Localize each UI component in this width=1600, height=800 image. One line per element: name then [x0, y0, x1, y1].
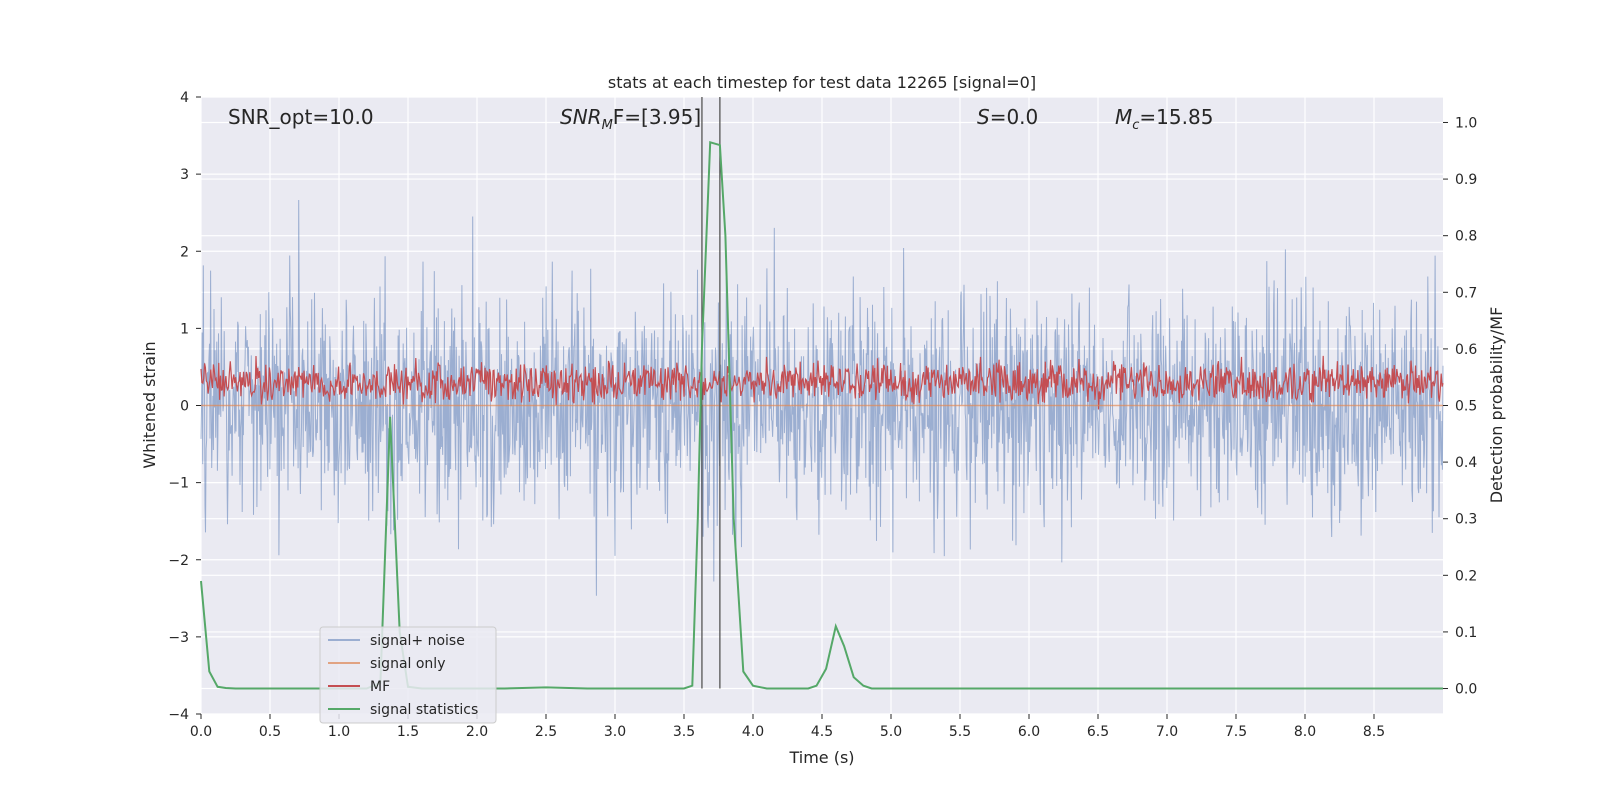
y-right-tick-label: 0.8: [1455, 229, 1477, 245]
y-left-tick-label: 3: [180, 167, 189, 183]
series-signal-noise: [200, 199, 1444, 596]
annotation-s: S=0.0: [977, 105, 1038, 129]
legend-label-signal-only: signal only: [370, 656, 445, 672]
legend-box: [319, 626, 497, 724]
y-right-tick-label: 0.1: [1455, 625, 1477, 641]
x-tick-label: 2.5: [535, 724, 557, 740]
x-axis-label: Time (s): [788, 748, 854, 767]
annotation-mc-sub: c: [1132, 118, 1139, 133]
annotation-s-value: =0.0: [990, 105, 1039, 129]
x-tick-label: 8.0: [1294, 724, 1316, 740]
x-tick-label: 5.5: [949, 724, 971, 740]
annotation-snr-mf-sub: M: [602, 118, 613, 133]
x-tick-label: 7.5: [1225, 724, 1247, 740]
signal-noise-line: [200, 199, 1444, 596]
x-tick-label: 4.0: [742, 724, 764, 740]
legend-label-mf: MF: [370, 679, 390, 695]
annotation-s-label: S: [977, 105, 990, 129]
x-tick-label: 1.0: [328, 724, 350, 740]
x-tick-label: 2.0: [466, 724, 488, 740]
y-left-axis-label: Whitened strain: [140, 341, 159, 468]
y-right-axis-label: Detection probability/MF: [1487, 307, 1506, 504]
annotation-snr-mf: SNRMF=[3.95]: [560, 105, 701, 133]
y-left-axis-ticks: −4 −3 −2 −1 0 1 2 3 4: [168, 90, 201, 723]
mf-line: [200, 355, 1444, 410]
x-tick-label: 4.5: [811, 724, 833, 740]
x-tick-label: 1.5: [397, 724, 419, 740]
annotation-snr-mf-base: SNR: [560, 105, 602, 129]
x-tick-label: 6.0: [1018, 724, 1040, 740]
annotation-snr-mf-rest: F=[3.95]: [613, 105, 701, 129]
x-tick-label: 0.0: [190, 724, 212, 740]
y-right-tick-label: 0.2: [1455, 568, 1477, 584]
y-right-tick-label: 1.0: [1455, 115, 1477, 131]
y-left-tick-label: −2: [168, 553, 189, 569]
y-right-tick-label: 0.5: [1455, 399, 1477, 415]
y-left-tick-label: 4: [180, 90, 189, 106]
x-tick-label: 3.5: [673, 724, 695, 740]
x-tick-label: 0.5: [259, 724, 281, 740]
x-axis-ticks: 0.0 0.5 1.0 1.5 2.0 2.5 3.0 3.5 4.0 4.5 5.0 5.5 6.0 6…: [190, 714, 1385, 740]
annotation-snr-opt: SNR_opt=10.0: [228, 105, 374, 129]
y-right-tick-label: 0.3: [1455, 512, 1477, 528]
x-tick-label: 8.5: [1363, 724, 1385, 740]
legend: signal+ noise signal only MF signal stat…: [319, 626, 497, 724]
y-left-tick-label: 1: [180, 321, 189, 337]
vertical-markers: [701, 97, 721, 689]
x-tick-label: 6.5: [1087, 724, 1109, 740]
y-right-axis-ticks: 0.0 0.1 0.2 0.3 0.4 0.5 0.6 0.7 0.8 0.9 1.0: [1443, 115, 1477, 698]
y-right-tick-label: 0.4: [1455, 455, 1477, 471]
x-tick-label: 3.0: [604, 724, 626, 740]
y-left-tick-label: −3: [168, 630, 189, 646]
legend-label-signal-noise: signal+ noise: [370, 633, 465, 649]
y-left-tick-label: 0: [180, 399, 189, 415]
annotation-mc-base: M: [1115, 105, 1132, 129]
x-tick-label: 5.0: [880, 724, 902, 740]
x-tick-label: 7.0: [1156, 724, 1178, 740]
annotation-mc: Mc=15.85: [1115, 105, 1213, 133]
y-left-tick-label: −1: [168, 476, 189, 492]
y-left-tick-label: 2: [180, 244, 189, 260]
y-right-tick-label: 0.7: [1455, 285, 1477, 301]
y-right-tick-label: 0.9: [1455, 172, 1477, 188]
legend-label-signal-statistics: signal statistics: [370, 702, 478, 718]
y-right-tick-label: 0.0: [1455, 682, 1477, 698]
annotation-mc-value: =15.85: [1139, 105, 1213, 129]
y-right-tick-label: 0.6: [1455, 342, 1477, 358]
series-mf: [200, 355, 1444, 410]
chart-title: stats at each timestep for test data 122…: [608, 73, 1036, 92]
y-left-tick-label: −4: [168, 707, 189, 723]
